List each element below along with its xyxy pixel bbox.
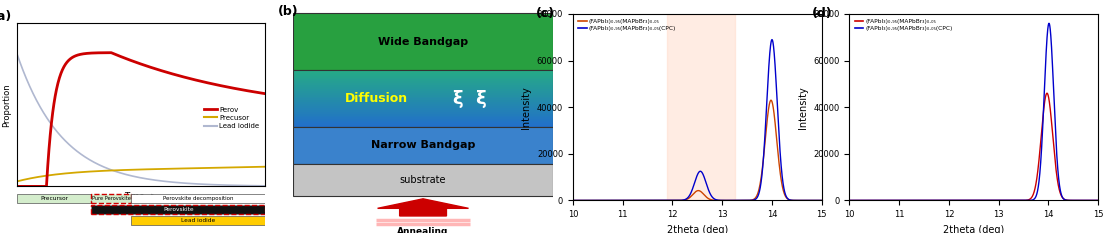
Bar	[293, 93, 553, 95]
Text: (c): (c)	[535, 7, 555, 20]
Text: (a): (a)	[0, 10, 12, 23]
Bar	[293, 96, 553, 99]
Text: (d): (d)	[812, 7, 833, 20]
X-axis label: 2theta (deg): 2theta (deg)	[943, 225, 1004, 233]
Text: Perovskite: Perovskite	[163, 207, 194, 212]
Legend: (FAPbI₃)₀.₉₅(MAPbBr₃)₀.₀₅, (FAPbI₃)₀.₉₅(MAPbBr₃)₀.₀₅(CPC): (FAPbI₃)₀.₉₅(MAPbBr₃)₀.₀₅, (FAPbI₃)₀.₉₅(…	[853, 17, 954, 34]
Bar	[91, 205, 265, 214]
Text: substrate: substrate	[399, 175, 447, 185]
Bar	[293, 72, 553, 74]
Bar	[293, 110, 553, 112]
Text: Annealing: Annealing	[397, 227, 449, 233]
Text: Perovskite decomposition: Perovskite decomposition	[163, 196, 233, 201]
Bar	[293, 75, 553, 78]
Bar	[132, 194, 265, 203]
Bar	[293, 123, 553, 126]
Bar	[293, 87, 553, 89]
Bar	[293, 119, 553, 122]
Bar	[293, 13, 553, 70]
Bar	[293, 83, 553, 86]
Bar	[293, 125, 553, 127]
Bar	[293, 164, 553, 196]
Y-axis label: Proportion: Proportion	[2, 83, 11, 127]
Bar	[91, 194, 132, 203]
Bar	[293, 70, 553, 127]
Legend: Perov, Precusor, Lead iodide: Perov, Precusor, Lead iodide	[201, 104, 262, 132]
Y-axis label: Intensity: Intensity	[797, 86, 807, 129]
Bar	[293, 99, 553, 101]
Bar	[293, 91, 553, 93]
Text: Pure Perovskite: Pure Perovskite	[92, 196, 131, 201]
Bar	[293, 108, 553, 110]
Y-axis label: Intensity: Intensity	[521, 86, 531, 129]
FancyArrow shape	[377, 199, 469, 216]
Bar	[293, 117, 553, 120]
Bar	[293, 70, 553, 72]
Bar	[293, 102, 553, 105]
Bar	[293, 116, 553, 118]
Bar	[293, 106, 553, 108]
Bar	[17, 194, 91, 203]
Bar	[293, 121, 553, 123]
Bar	[293, 85, 553, 87]
Text: Narrow Bandgap: Narrow Bandgap	[371, 140, 476, 151]
X-axis label: 2theta (deg): 2theta (deg)	[667, 225, 728, 233]
Bar	[293, 89, 553, 91]
Bar	[293, 100, 553, 103]
Text: Wide Bandgap: Wide Bandgap	[378, 37, 468, 47]
Text: ξ  ξ: ξ ξ	[453, 90, 487, 108]
Bar	[293, 112, 553, 114]
Bar	[293, 78, 553, 80]
Bar	[293, 81, 553, 84]
Legend: (FAPbI₃)₀.₉₅(MAPbBr₃)₀.₀₅, (FAPbI₃)₀.₉₅(MAPbBr₃)₀.₀₅(CPC): (FAPbI₃)₀.₉₅(MAPbBr₃)₀.₀₅, (FAPbI₃)₀.₉₅(…	[576, 17, 678, 34]
Bar	[132, 216, 265, 225]
Bar	[293, 74, 553, 76]
Text: (b): (b)	[278, 5, 299, 18]
Bar	[293, 104, 553, 106]
Bar	[293, 127, 553, 164]
Bar	[293, 114, 553, 116]
Text: Lead iodide: Lead iodide	[181, 218, 216, 223]
X-axis label: Time ->: Time ->	[125, 192, 157, 201]
Text: Precursor: Precursor	[40, 196, 67, 201]
Bar	[668, 14, 734, 200]
Bar	[293, 95, 553, 97]
Bar	[293, 79, 553, 82]
Text: Diffusion: Diffusion	[345, 92, 408, 105]
